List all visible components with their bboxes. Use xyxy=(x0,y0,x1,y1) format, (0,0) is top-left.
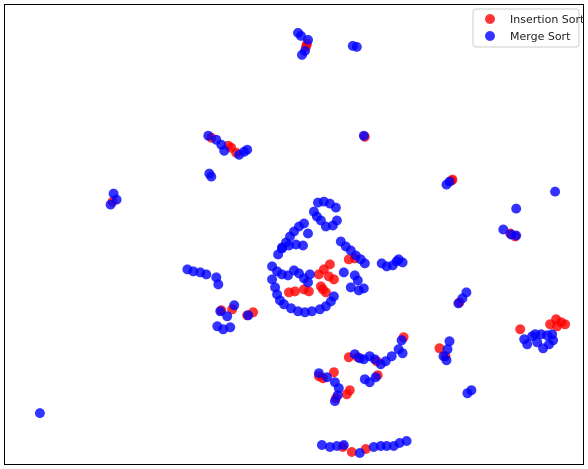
data-point-1-36 xyxy=(331,215,342,226)
data-point-1-134 xyxy=(329,396,340,407)
data-point-1-6 xyxy=(351,41,362,52)
data-point-1-138 xyxy=(313,368,324,379)
data-point-1-87 xyxy=(352,275,363,286)
data-point-1-85 xyxy=(358,283,369,294)
data-point-1-2 xyxy=(303,34,313,45)
legend: Insertion Sort Merge Sort xyxy=(472,8,585,48)
data-point-1-141 xyxy=(466,385,477,396)
data-point-0-43 xyxy=(328,367,339,378)
data-point-1-69 xyxy=(304,269,315,280)
data-point-1-146 xyxy=(338,440,349,450)
data-point-1-88 xyxy=(338,267,349,278)
data-point-1-13 xyxy=(242,144,253,155)
data-point-1-48 xyxy=(303,228,313,239)
data-point-1-116 xyxy=(444,336,455,347)
data-point-0-37 xyxy=(434,343,445,354)
data-point-1-95 xyxy=(215,306,226,317)
data-point-1-7 xyxy=(203,130,214,141)
data-point-1-82 xyxy=(328,291,339,302)
data-point-0-14 xyxy=(313,269,324,280)
legend-marker-0 xyxy=(485,14,495,24)
data-point-1-147 xyxy=(354,448,365,458)
data-point-1-78 xyxy=(306,306,317,317)
data-point-0-33 xyxy=(560,319,571,330)
data-point-1-22 xyxy=(550,186,561,197)
legend-marker-1 xyxy=(485,31,495,41)
legend-label-1: Merge Sort xyxy=(510,30,571,43)
data-point-1-96 xyxy=(222,311,233,322)
data-point-1-14 xyxy=(358,130,369,141)
data-point-1-30 xyxy=(330,202,341,213)
data-point-1-47 xyxy=(298,240,308,251)
data-point-1-83 xyxy=(345,282,356,293)
data-point-0-47 xyxy=(341,389,352,400)
data-point-1-70 xyxy=(267,274,278,285)
data-point-1-100 xyxy=(225,322,236,333)
data-point-1-4 xyxy=(297,49,307,60)
data-point-1-101 xyxy=(243,310,254,321)
data-point-1-92 xyxy=(201,269,212,280)
data-point-1-143 xyxy=(316,440,327,450)
data-point-1-68 xyxy=(303,277,313,288)
data-point-0-16 xyxy=(328,274,339,285)
data-point-0-36 xyxy=(515,324,526,335)
data-point-1-139 xyxy=(321,372,332,383)
data-point-1-10 xyxy=(219,145,230,156)
data-point-1-137 xyxy=(370,372,381,383)
data-point-1-119 xyxy=(441,355,452,366)
data-point-1-60 xyxy=(397,257,408,268)
data-point-1-104 xyxy=(453,298,464,309)
data-point-1-16 xyxy=(206,171,217,182)
legend-box xyxy=(472,8,580,48)
points-layer xyxy=(34,27,571,458)
data-point-1-120 xyxy=(396,335,407,346)
data-point-1-150 xyxy=(381,441,392,451)
data-point-1-153 xyxy=(401,436,412,446)
data-point-1-142 xyxy=(34,408,45,419)
data-point-1-21 xyxy=(444,176,455,187)
data-point-1-122 xyxy=(397,348,408,359)
data-point-0-20 xyxy=(284,287,294,298)
data-point-0-50 xyxy=(346,447,357,457)
legend-label-0: Insertion Sort xyxy=(510,13,585,26)
data-point-1-54 xyxy=(359,258,370,269)
data-point-1-19 xyxy=(105,199,116,210)
data-point-1-23 xyxy=(511,203,522,214)
data-point-1-26 xyxy=(511,230,522,241)
series-1 xyxy=(34,27,561,458)
data-point-1-130 xyxy=(386,351,397,362)
data-point-1-94 xyxy=(213,279,224,290)
data-point-1-24 xyxy=(498,224,509,235)
data-point-1-111 xyxy=(519,334,530,345)
data-point-1-115 xyxy=(547,329,558,340)
data-point-0-23 xyxy=(320,287,331,298)
data-point-0-35 xyxy=(545,319,556,330)
data-point-1-97 xyxy=(229,300,240,311)
